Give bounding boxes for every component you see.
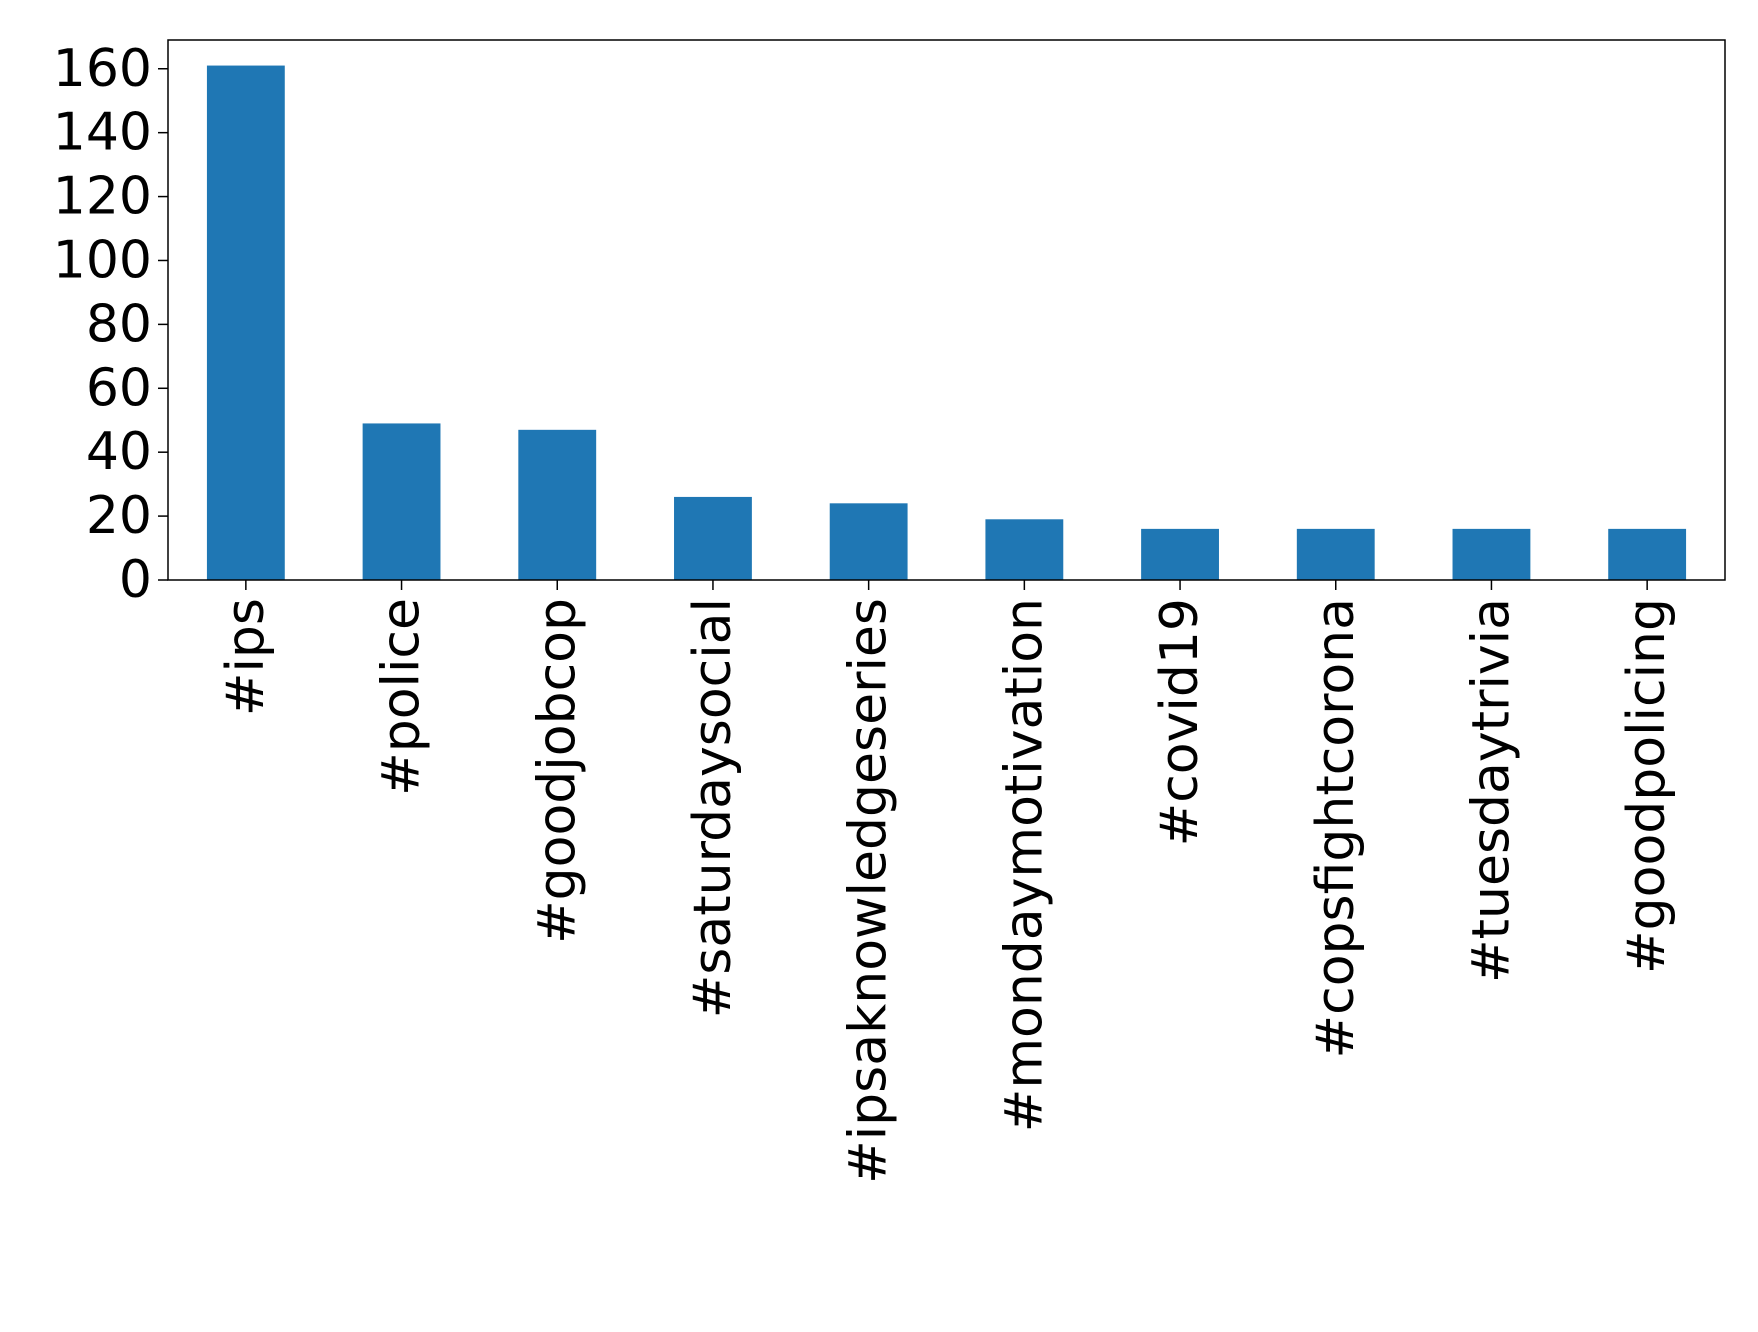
- bar-covid19: [1141, 528, 1219, 580]
- x-tick-label-copsfightcorona: #copsfightcorona: [1306, 598, 1366, 1058]
- x-tick-label-ips: #ips: [216, 598, 276, 716]
- x-tick-label-covid19: #covid19: [1150, 598, 1210, 846]
- x-tick-label-saturdaysocial: #saturdaysocial: [683, 598, 743, 1018]
- bar-mondaymotivation: [985, 519, 1064, 580]
- plot-frame: [167, 39, 1726, 581]
- y-tick-label: 40: [86, 422, 152, 482]
- x-axis-ticks: #ips #police #goodjobcop #saturdaysocial #ip…: [216, 580, 1677, 1184]
- y-tick-label: 20: [86, 486, 152, 546]
- bar-copsfightcorona: [1296, 528, 1375, 580]
- y-tick-label: 60: [86, 358, 152, 418]
- y-tick-label: 100: [53, 230, 152, 290]
- bar-goodjobcop: [518, 429, 597, 580]
- bar-saturdaysocial: [674, 496, 752, 580]
- x-tick-label-goodjobcop: #goodjobcop: [527, 598, 587, 944]
- x-tick-label-police: #police: [372, 598, 432, 796]
- x-tick-label-tuesdaytrivia: #tuesdaytrivia: [1461, 598, 1521, 983]
- bar-ipsaknowledgeseries: [829, 503, 908, 580]
- x-tick-label-mondaymotivation: #mondaymotivation: [994, 598, 1054, 1132]
- x-tick-label-goodpolicing: #goodpolicing: [1617, 598, 1677, 974]
- y-tick-label: 0: [119, 550, 152, 610]
- y-tick-label: 80: [86, 294, 152, 354]
- y-tick-label: 140: [53, 103, 152, 163]
- y-tick-label: 160: [53, 39, 152, 99]
- bar-ips: [206, 65, 285, 580]
- bar-tuesdaytrivia: [1452, 528, 1531, 580]
- x-tick-label-ipsaknowledgeseries: #ipsaknowledgeseries: [839, 598, 899, 1184]
- bar-police: [362, 423, 441, 580]
- y-tick-label: 120: [53, 167, 152, 227]
- bars-group: [206, 65, 1687, 580]
- bar-goodpolicing: [1608, 528, 1687, 580]
